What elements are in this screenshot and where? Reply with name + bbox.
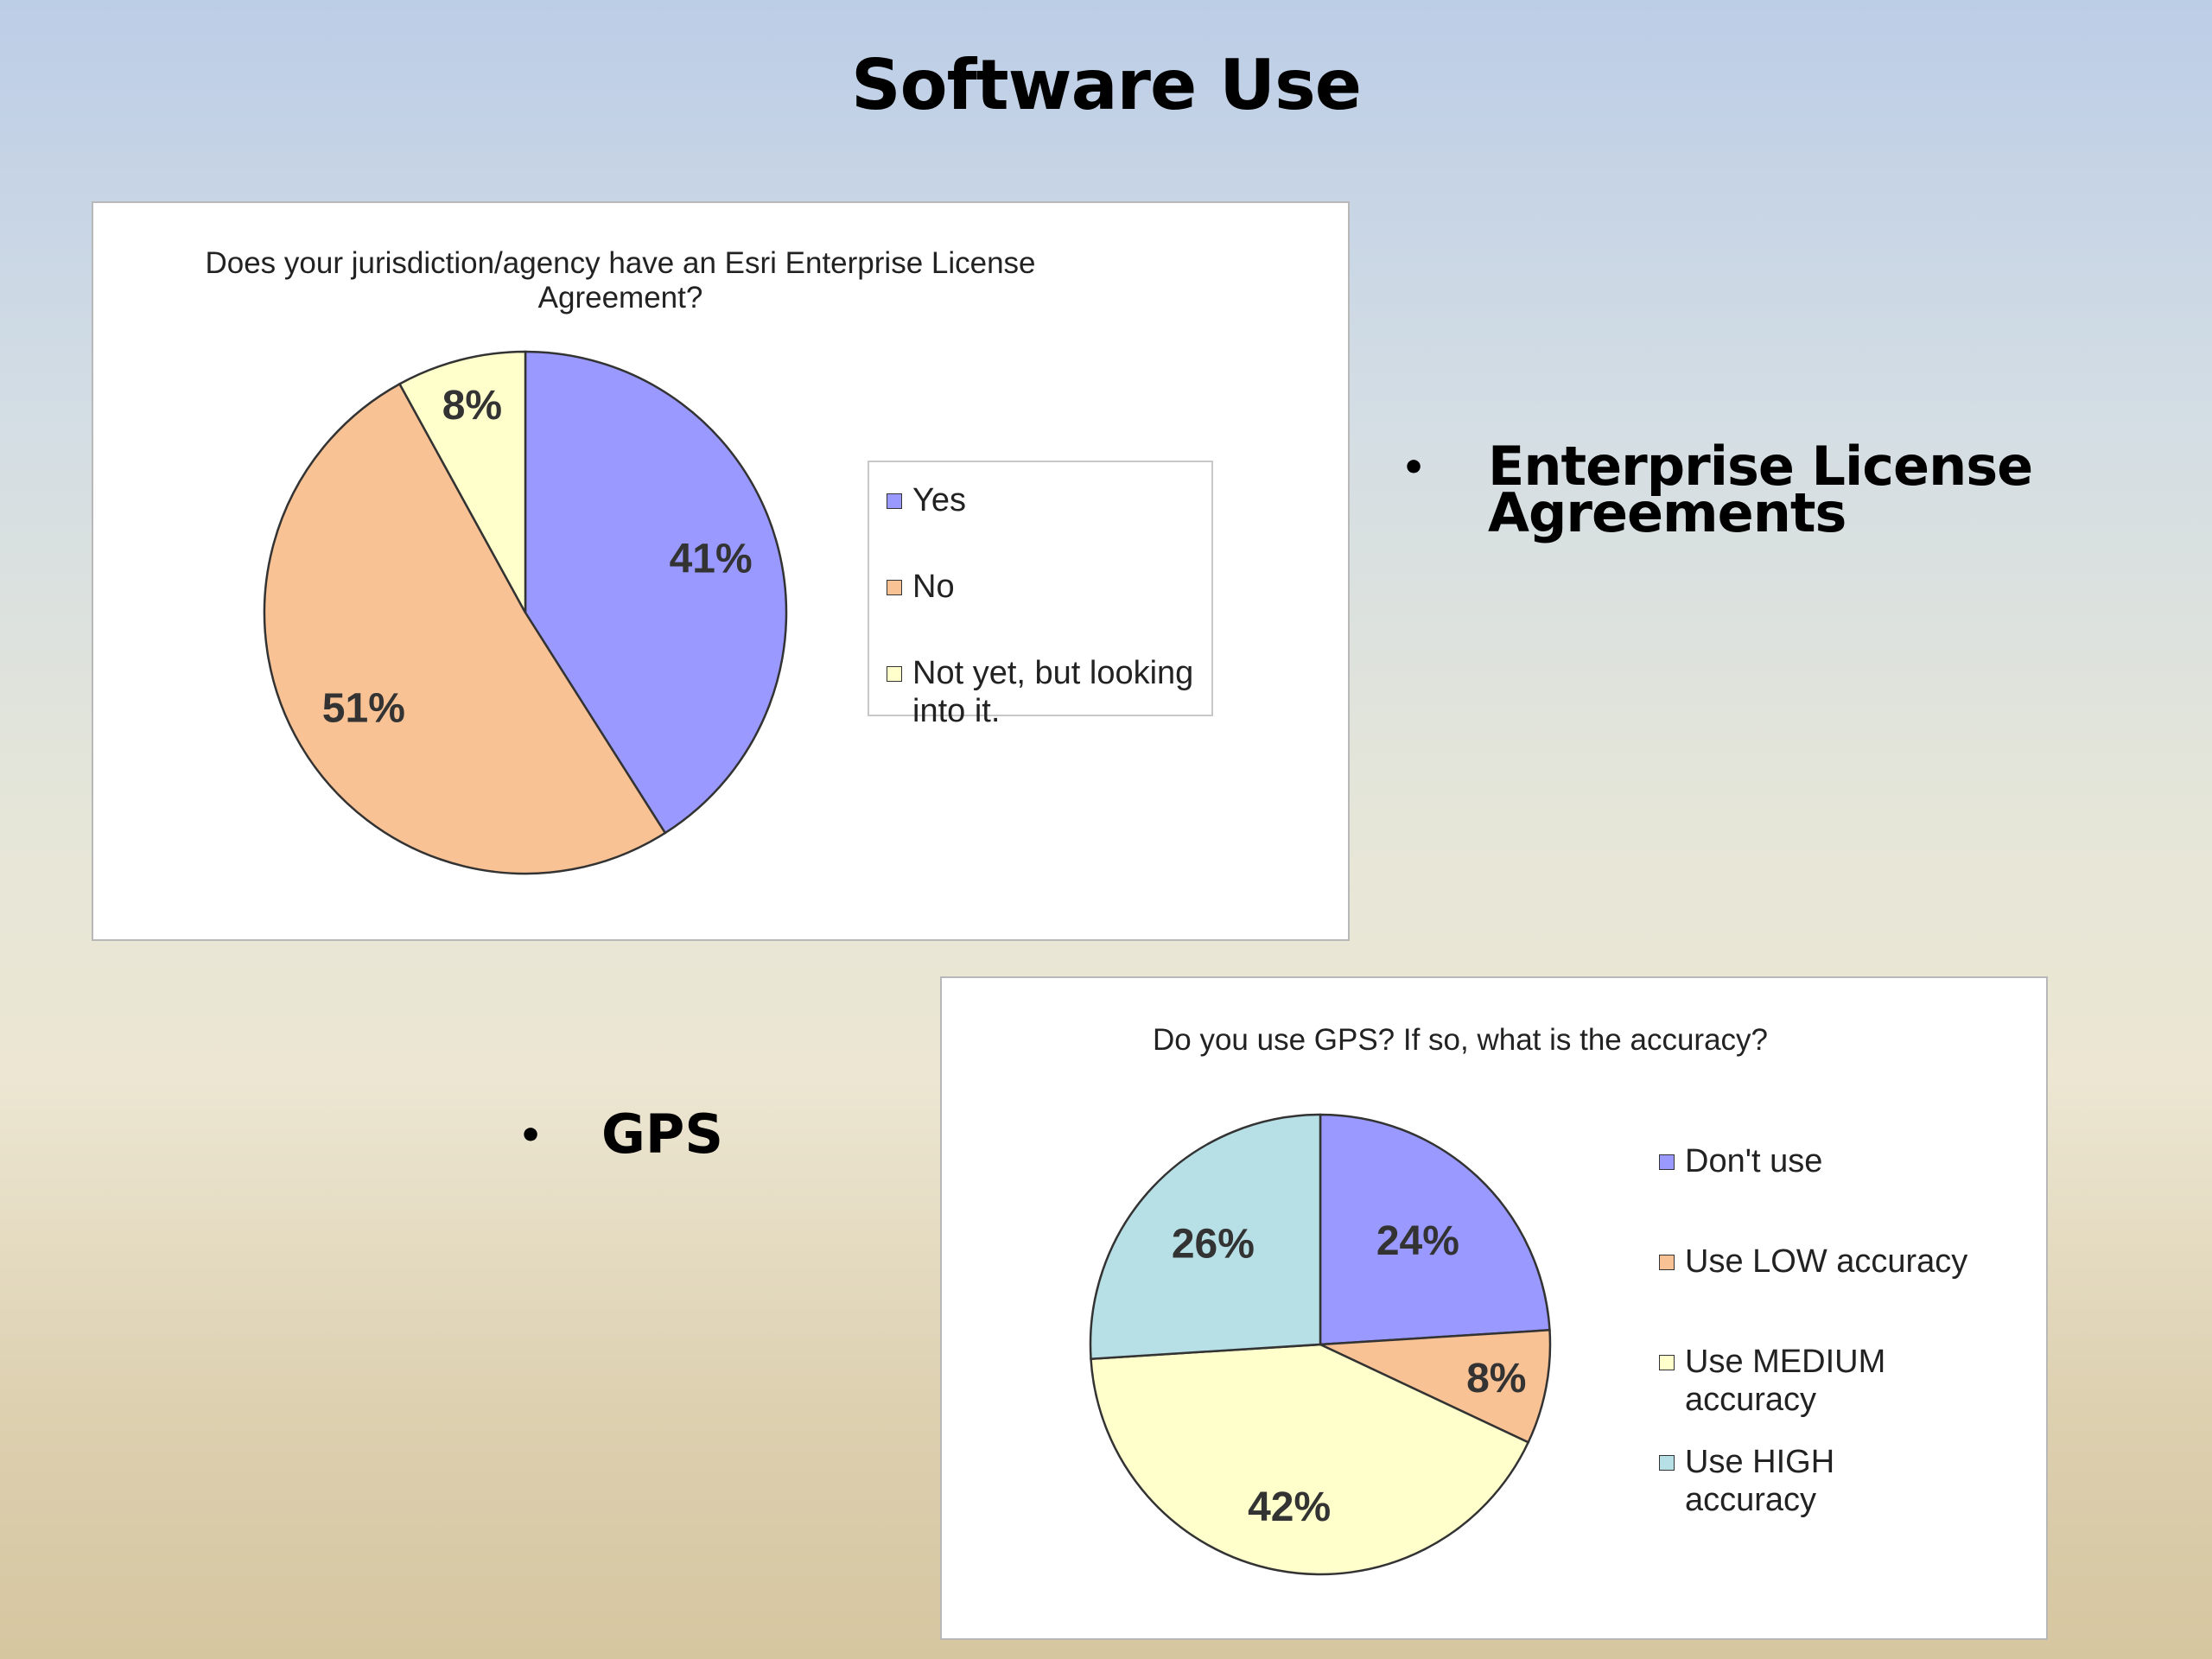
pie-slice-yes: [524, 350, 788, 835]
pie-slice-use-high-accuracy: [1089, 1113, 1322, 1361]
legend-swatch: [1659, 1154, 1675, 1170]
legend-swatch: [1659, 1455, 1675, 1471]
data-label: 51%: [322, 686, 405, 732]
chart-legend: Yes No Not yet, but looking into it.: [868, 461, 1213, 729]
legend-label: Don't use: [1685, 1143, 1823, 1179]
data-label: 42%: [1248, 1484, 1331, 1530]
chart-legend: Don't use Use LOW accuracy Use MEDIUM ac…: [1642, 1142, 1967, 1574]
legend-label: Use HIGH accuracy: [1685, 1444, 1835, 1518]
data-label: 8%: [1466, 1356, 1526, 1402]
legend-label: Use MEDIUM accuracy: [1685, 1344, 1886, 1418]
legend-swatch: [1659, 1355, 1675, 1370]
pie-chart-elicense: 41% 51% 8%: [263, 350, 788, 875]
chart-title: Do you use GPS? If so, what is the accur…: [1152, 1023, 1768, 1057]
chart-gps: 24% 8% 42% 26% Do you use GPS? If so, what …: [940, 976, 2048, 1640]
data-label: 41%: [670, 537, 753, 582]
data-label: 8%: [442, 383, 502, 429]
data-label: 24%: [1376, 1218, 1459, 1264]
pie-slice-not-yet-but-looking-into-it: [397, 350, 527, 613]
legend-label: Not yet, but looking into it.: [912, 655, 1194, 729]
legend-swatch: [887, 493, 902, 509]
bullet-dot-icon: •: [518, 1114, 543, 1158]
bullet-text: GPS: [601, 1103, 723, 1166]
slide-title: Software Use: [851, 45, 1362, 125]
pie-slice-no: [263, 382, 667, 875]
pie-slice-use-medium-accuracy: [1090, 1343, 1530, 1576]
legend-label: No: [912, 569, 955, 605]
bullet-text: Enterprise License Agreements: [1488, 435, 2033, 544]
legend-swatch: [887, 666, 902, 682]
legend-swatch: [887, 580, 902, 595]
data-label: 26%: [1172, 1221, 1255, 1267]
pie-slice-don-t-use: [1319, 1113, 1551, 1346]
legend-label: Yes: [912, 482, 966, 518]
chart-elicense: 41% 51% 8% Does your jurisdiction/agency h…: [92, 201, 1350, 941]
chart-title: Does your jurisdiction/agency have an Es…: [205, 246, 1036, 315]
pie-slice-use-low-accuracy: [1319, 1328, 1552, 1444]
pie-chart-gps: 24% 8% 42% 26%: [1089, 1113, 1552, 1576]
legend-label: Use LOW accuracy: [1685, 1243, 1968, 1280]
legend-swatch: [1659, 1255, 1675, 1270]
bullet-dot-icon: •: [1402, 446, 1427, 490]
